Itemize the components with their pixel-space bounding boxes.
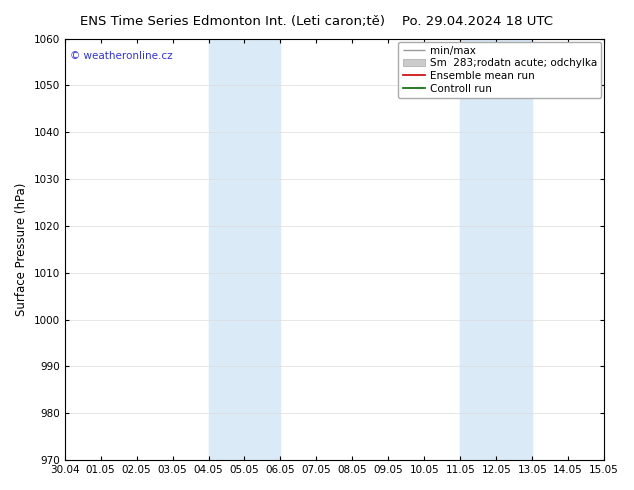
Legend: min/max, Sm  283;rodatn acute; odchylka, Ensemble mean run, Controll run: min/max, Sm 283;rodatn acute; odchylka, … xyxy=(398,42,601,98)
Bar xyxy=(460,39,532,460)
Text: © weatheronline.cz: © weatheronline.cz xyxy=(70,51,172,61)
Y-axis label: Surface Pressure (hPa): Surface Pressure (hPa) xyxy=(15,183,28,316)
Bar xyxy=(209,39,280,460)
Text: ENS Time Series Edmonton Int. (Leti caron;tě)    Po. 29.04.2024 18 UTC: ENS Time Series Edmonton Int. (Leti caro… xyxy=(81,15,553,28)
